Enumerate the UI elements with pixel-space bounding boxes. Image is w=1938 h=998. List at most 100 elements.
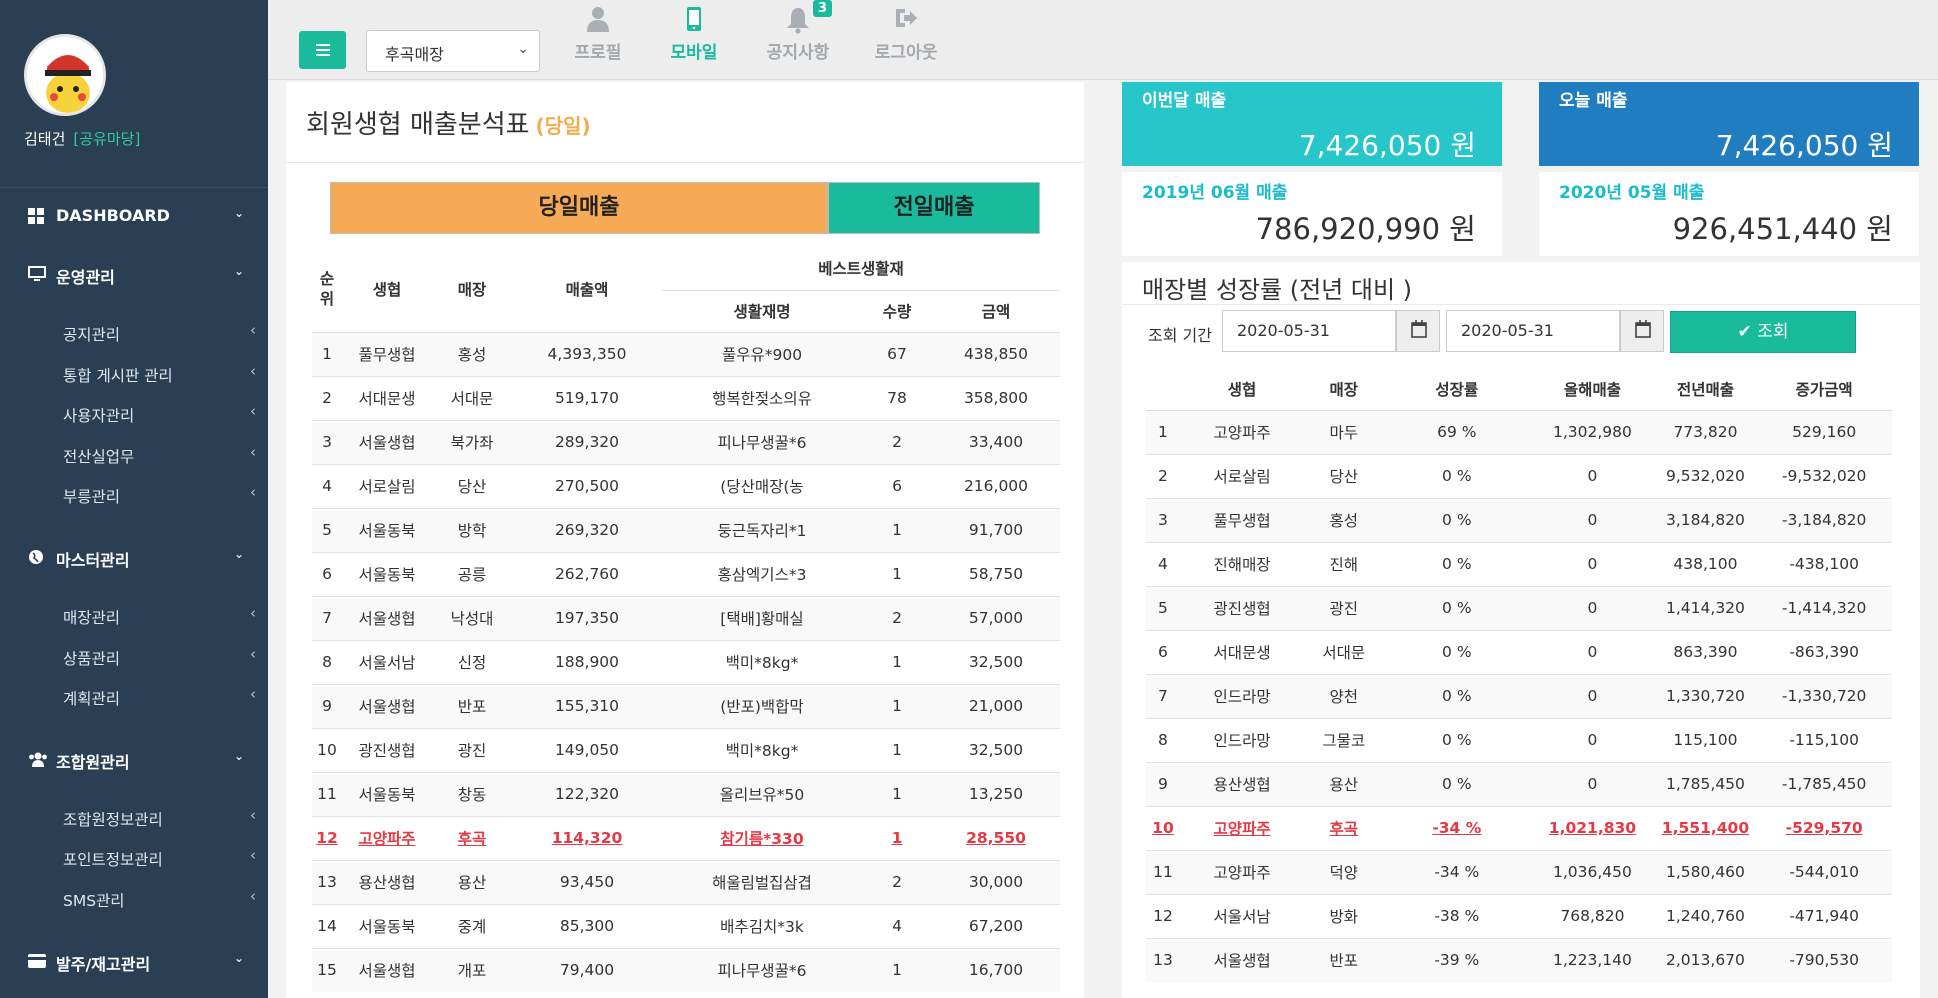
- table-cell: 1: [862, 815, 932, 860]
- date-to-input[interactable]: 2020-05-31: [1446, 310, 1620, 352]
- sidebar-section-0[interactable]: DASHBOARD ⌄: [0, 196, 268, 240]
- table-row[interactable]: 11 서울동북 창동 122,320 올리브유*50 1 13,250: [312, 771, 1060, 816]
- sidebar-item[interactable]: SMS관리 ‹: [0, 880, 268, 918]
- sidebar-section-2[interactable]: 마스터관리 ⌄: [0, 537, 268, 581]
- sidebar-item[interactable]: 공지관리 ‹: [0, 314, 268, 352]
- table-row[interactable]: 1 풀무생협 홍성 4,393,350 풀우유*900 67 438,850: [312, 331, 1060, 376]
- table-cell: 1: [862, 727, 932, 772]
- avatar[interactable]: [24, 34, 106, 116]
- table-cell: 0 %: [1383, 673, 1531, 718]
- store-select[interactable]: 후곡매장 ⌄: [366, 30, 540, 72]
- table-cell: 5: [1146, 585, 1180, 630]
- table-cell: -9,532,020: [1756, 453, 1892, 498]
- nav-mobile[interactable]: 모바일: [664, 6, 724, 68]
- sidebar-item[interactable]: 조합원정보관리 ‹: [0, 799, 268, 837]
- monitor-icon: [28, 266, 46, 284]
- sidebar-item[interactable]: 계획관리 ‹: [0, 678, 268, 716]
- table-cell: 2: [1146, 453, 1180, 498]
- table-row[interactable]: 12 고양파주 후곡 114,320 참기름*330 1 28,550: [312, 815, 1060, 860]
- table-cell: 서울동북: [342, 507, 432, 552]
- sidebar-item[interactable]: 상품관리 ‹: [0, 638, 268, 676]
- sidebar-item[interactable]: 매장관리 ‹: [0, 597, 268, 635]
- table-cell: -3,184,820: [1756, 497, 1892, 542]
- table-cell: 262,760: [512, 551, 662, 596]
- sidebar-item[interactable]: 사용자관리 ‹: [0, 395, 268, 433]
- table-row[interactable]: 14 서울동북 중계 85,300 배추김치*3k 4 67,200: [312, 903, 1060, 948]
- table-row[interactable]: 3 서울생협 북가좌 289,320 피나무생꿀*6 2 33,400: [312, 419, 1060, 464]
- table-cell: 0 %: [1383, 585, 1531, 630]
- date-from-input[interactable]: 2020-05-31: [1222, 310, 1396, 352]
- sidebar-section-1[interactable]: 운영관리 ⌄: [0, 254, 268, 298]
- table-row[interactable]: 10 광진생협 광진 149,050 백미*8kg* 1 32,500: [312, 727, 1060, 772]
- table-cell: -529,570: [1756, 805, 1892, 850]
- table-cell: 10: [312, 727, 342, 772]
- sidebar-item-label: 포인트정보관리: [63, 851, 163, 870]
- table-cell: 인드라망: [1179, 673, 1305, 718]
- table-row[interactable]: 7 서울생협 낙성대 197,350 [택배]황매실 2 57,000: [312, 595, 1060, 640]
- table-row[interactable]: 8 서울서남 신정 188,900 백미*8kg* 1 32,500: [312, 639, 1060, 684]
- table-row[interactable]: 5 광진생협 광진 0 % 0 1,414,320 -1,414,320: [1146, 585, 1892, 630]
- table-row[interactable]: 15 서울생협 개포 79,400 피나무생꿀*6 1 16,700: [312, 947, 1060, 992]
- page-title: 회원생협 매출분석표 (당일): [306, 110, 591, 140]
- sidebar-section-3[interactable]: 조합원관리 ⌄: [0, 739, 268, 783]
- table-row[interactable]: 4 서로살림 당산 270,500 (당산매장(농 6 216,000: [312, 463, 1060, 508]
- table-cell: 피나무생꿀*6: [662, 947, 862, 992]
- table-row[interactable]: 11 고양파주 덕양 -34 % 1,036,450 1,580,460 -544,010: [1146, 849, 1892, 894]
- table-cell: 4: [862, 903, 932, 948]
- sidebar-item[interactable]: 전산실업무 ‹: [0, 436, 268, 474]
- table-cell: -115,100: [1756, 717, 1892, 762]
- table-cell: 2: [862, 419, 932, 464]
- table-cell: 후곡: [1304, 805, 1384, 850]
- table-cell: 1,036,450: [1530, 849, 1655, 894]
- table-row[interactable]: 13 서울생협 반포 -39 % 1,223,140 2,013,670 -790,530: [1146, 937, 1892, 982]
- table-row[interactable]: 8 인드라망 그물코 0 % 0 115,100 -115,100: [1146, 717, 1892, 762]
- table-cell: 0 %: [1383, 453, 1531, 498]
- sidebar-item[interactable]: 포인트정보관리 ‹: [0, 839, 268, 877]
- table-cell: 행복한젖소의유: [662, 375, 862, 420]
- calendar-icon[interactable]: [1396, 310, 1440, 352]
- search-button[interactable]: ✔ 조회: [1670, 311, 1856, 353]
- table-row[interactable]: 9 용산생협 용산 0 % 0 1,785,450 -1,785,450: [1146, 761, 1892, 806]
- table-row[interactable]: 12 서울서남 방화 -38 % 768,820 1,240,760 -471,940: [1146, 893, 1892, 938]
- table-cell: 1: [862, 551, 932, 596]
- table-row[interactable]: 9 서울생협 반포 155,310 (반포)백합막 1 21,000: [312, 683, 1060, 728]
- table-cell: 12: [1146, 893, 1180, 938]
- table-row[interactable]: 1 고양파주 마두 69 % 1,302,980 773,820 529,160: [1146, 409, 1892, 454]
- calendar-icon[interactable]: [1620, 310, 1664, 352]
- table-row[interactable]: 6 서대문생 서대문 0 % 0 863,390 -863,390: [1146, 629, 1892, 674]
- tab-today-sales[interactable]: 당일매출: [330, 182, 828, 234]
- table-cell: 270,500: [512, 463, 662, 508]
- table-cell: 방화: [1304, 893, 1384, 938]
- sidebar-section-label: DASHBOARD: [56, 206, 170, 225]
- tab-previous-sales[interactable]: 전일매출: [828, 182, 1040, 234]
- table-cell: 서울생협: [342, 419, 432, 464]
- user-icon: [568, 6, 628, 36]
- table-cell: 용산생협: [1179, 761, 1305, 806]
- table-cell: 인드라망: [1179, 717, 1305, 762]
- table-cell: 배추김치*3k: [662, 903, 862, 948]
- nav-profile[interactable]: 프로필: [568, 6, 628, 68]
- table-cell: 188,900: [512, 639, 662, 684]
- table-cell: 149,050: [512, 727, 662, 772]
- table-row[interactable]: 4 진해매장 진해 0 % 0 438,100 -438,100: [1146, 541, 1892, 586]
- table-row[interactable]: 2 서대문생 서대문 519,170 행복한젖소의유 78 358,800: [312, 375, 1060, 420]
- sidebar-item-label: SMS관리: [63, 892, 125, 910]
- table-row[interactable]: 5 서울동북 방학 269,320 둥근독자리*1 1 91,700: [312, 507, 1060, 552]
- menu-toggle-button[interactable]: [299, 31, 346, 69]
- nav-notices[interactable]: 3 공지사항: [758, 0, 838, 68]
- nav-logout[interactable]: 로그아웃: [868, 6, 944, 68]
- table-row[interactable]: 10 고양파주 후곡 -34 % 1,021,830 1,551,400 -529,570: [1146, 805, 1892, 850]
- sidebar-item[interactable]: 부릉관리 ‹: [0, 476, 268, 514]
- sidebar-item[interactable]: 통합 게시판 관리 ‹: [0, 355, 268, 393]
- table-cell: 중계: [432, 903, 512, 948]
- table-row[interactable]: 7 인드라망 양천 0 % 0 1,330,720 -1,330,720: [1146, 673, 1892, 718]
- table-row[interactable]: 3 풀무생협 홍성 0 % 0 3,184,820 -3,184,820: [1146, 497, 1892, 542]
- table-cell: 1,021,830: [1530, 805, 1655, 850]
- table-row[interactable]: 13 용산생협 용산 93,450 해울림벌집삼겹 2 30,000: [312, 859, 1060, 904]
- table-cell: 마두: [1304, 409, 1384, 454]
- sidebar-section-4[interactable]: 발주/재고관리 ⌄: [0, 941, 268, 985]
- table-cell: 11: [1146, 849, 1180, 894]
- table-row[interactable]: 6 서울동북 공릉 262,760 홍삼엑기스*3 1 58,750: [312, 551, 1060, 596]
- table-cell: 67: [862, 331, 932, 376]
- table-row[interactable]: 2 서로살림 당산 0 % 0 9,532,020 -9,532,020: [1146, 453, 1892, 498]
